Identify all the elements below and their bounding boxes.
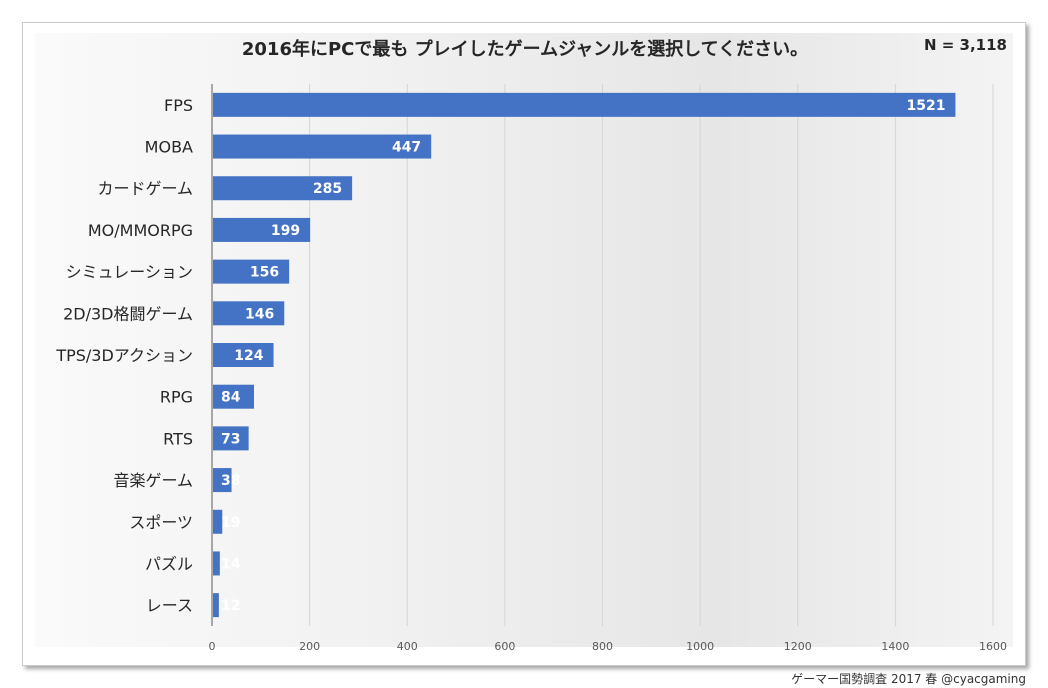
x-tick-label: 200 xyxy=(299,640,320,653)
x-tick-label: 400 xyxy=(397,640,418,653)
category-label: レース xyxy=(146,596,193,615)
value-label: 14 xyxy=(221,556,241,572)
value-label: 73 xyxy=(221,431,240,447)
x-tick-label: 1400 xyxy=(881,640,909,653)
category-label: RTS xyxy=(163,429,193,448)
chart-frame: 2016年にPCで最も プレイしたゲームジャンルを選択してください。 N = 3… xyxy=(22,22,1026,666)
value-label: 1521 xyxy=(906,98,945,114)
sample-size-label: N = 3,118 xyxy=(923,36,1007,54)
x-tick-label: 600 xyxy=(494,640,515,653)
value-label: 38 xyxy=(221,473,240,489)
category-label: 音楽ゲーム xyxy=(113,471,193,490)
bar xyxy=(213,384,255,409)
value-label: 146 xyxy=(245,306,274,322)
bar xyxy=(213,134,432,159)
value-label: 199 xyxy=(271,223,300,239)
value-label: 124 xyxy=(234,348,263,364)
bar xyxy=(213,426,249,451)
category-label: RPG xyxy=(160,388,193,407)
category-label: スポーツ xyxy=(129,513,193,532)
category-label: シミュレーション xyxy=(66,263,193,282)
bar xyxy=(213,176,353,201)
value-label: 447 xyxy=(392,140,421,156)
category-label: MO/MMORPG xyxy=(88,221,193,240)
bar xyxy=(213,92,956,117)
value-label: 84 xyxy=(221,390,241,406)
source-credit: ゲーマー国勢調査 2017 春 @cyacgaming xyxy=(791,672,1026,686)
bar xyxy=(213,593,219,618)
value-label: 156 xyxy=(250,265,279,281)
x-tick-label: 1200 xyxy=(784,640,812,653)
bar xyxy=(213,301,285,326)
plot-area xyxy=(35,33,1013,647)
value-label: 19 xyxy=(221,515,240,531)
chart-title: 2016年にPCで最も プレイしたゲームジャンルを選択してください。 xyxy=(241,39,809,60)
value-label: 12 xyxy=(221,598,240,614)
bar xyxy=(213,343,274,367)
bar xyxy=(213,468,232,493)
category-label: MOBA xyxy=(145,138,193,157)
x-tick-label: 1000 xyxy=(686,640,714,653)
x-tick-label: 800 xyxy=(592,640,613,653)
value-label: 285 xyxy=(313,181,342,197)
bar xyxy=(213,217,311,242)
category-label: カードゲーム xyxy=(97,179,193,198)
bar xyxy=(213,509,223,534)
bar xyxy=(213,259,290,284)
x-tick-label: 1600 xyxy=(979,640,1007,653)
bar xyxy=(213,551,220,576)
category-label: 2D/3D格闘ゲーム xyxy=(63,304,193,323)
x-tick-label: 0 xyxy=(209,640,216,653)
category-label: パズル xyxy=(145,554,193,573)
category-label: FPS xyxy=(164,96,193,115)
category-label: TPS/3Dアクション xyxy=(55,346,193,365)
